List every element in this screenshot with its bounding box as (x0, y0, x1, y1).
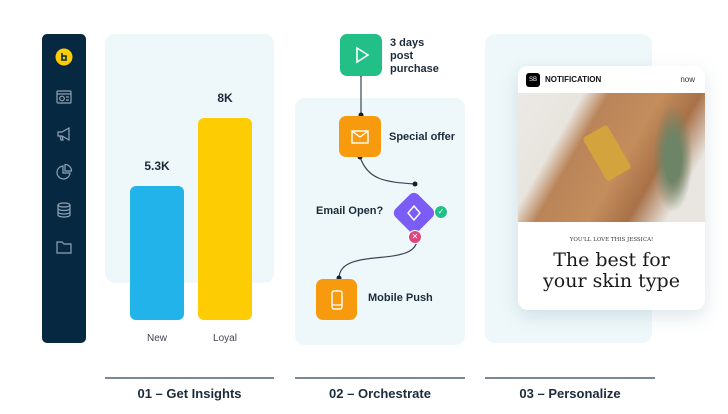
database-icon[interactable] (55, 201, 73, 219)
eyebrow-text: YOU'LL LOVE THIS JESSICA! (569, 237, 654, 243)
mobile-push-label: Mobile Push (368, 292, 433, 304)
trigger-label: 3 days post purchase (390, 37, 439, 76)
dashboard-icon[interactable] (55, 88, 73, 106)
product-photo (518, 93, 705, 222)
notification-card[interactable]: SB NOTIFICATION now YOU'LL LOVE THIS JES… (518, 66, 705, 310)
split-icon (407, 204, 421, 222)
trigger-label-line: post (390, 50, 414, 62)
special-offer-node[interactable] (339, 116, 381, 157)
data-label: 5.3K (144, 159, 170, 174)
headline-line: your skin type (543, 270, 680, 292)
step-label-orchestrate: 02 – Orchestrate (329, 386, 431, 401)
brand-logo: SB (526, 73, 540, 87)
notification-title: NOTIFICATION (545, 75, 602, 84)
category-label: Loyal (213, 333, 237, 344)
headline: The best for your skin type (518, 250, 705, 292)
serum-bottle-image (582, 124, 632, 182)
notification-time: now (680, 75, 695, 84)
trigger-node[interactable] (340, 34, 382, 76)
envelope-icon (351, 129, 369, 144)
divider (105, 377, 274, 379)
pie-chart-icon[interactable] (55, 163, 73, 181)
data-label: 8K (217, 91, 233, 105)
folder-icon[interactable] (55, 238, 73, 256)
condition-label: Email Open? (316, 205, 384, 217)
bar-loyal (198, 118, 252, 320)
bar-new (130, 186, 184, 320)
divider (485, 377, 655, 379)
eucalyptus-image (653, 103, 693, 213)
mobile-push-node[interactable] (316, 279, 357, 320)
trigger-label-line: purchase (390, 63, 439, 75)
logo-icon[interactable] (55, 48, 73, 66)
phone-icon (330, 289, 343, 310)
sidebar (42, 34, 86, 343)
step-label-insights: 01 – Get Insights (137, 386, 242, 401)
category-label: New (146, 333, 167, 344)
no-x-icon: ✕ (408, 230, 422, 244)
step-label-personalize: 03 – Personalize (519, 386, 621, 401)
headline-line: The best for (553, 249, 670, 271)
trigger-label-line: 3 days (390, 37, 425, 49)
divider (295, 377, 465, 379)
special-offer-label: Special offer (389, 131, 456, 143)
megaphone-icon[interactable] (55, 125, 73, 143)
yes-check-icon: ✓ (434, 205, 448, 219)
play-icon (356, 46, 370, 64)
